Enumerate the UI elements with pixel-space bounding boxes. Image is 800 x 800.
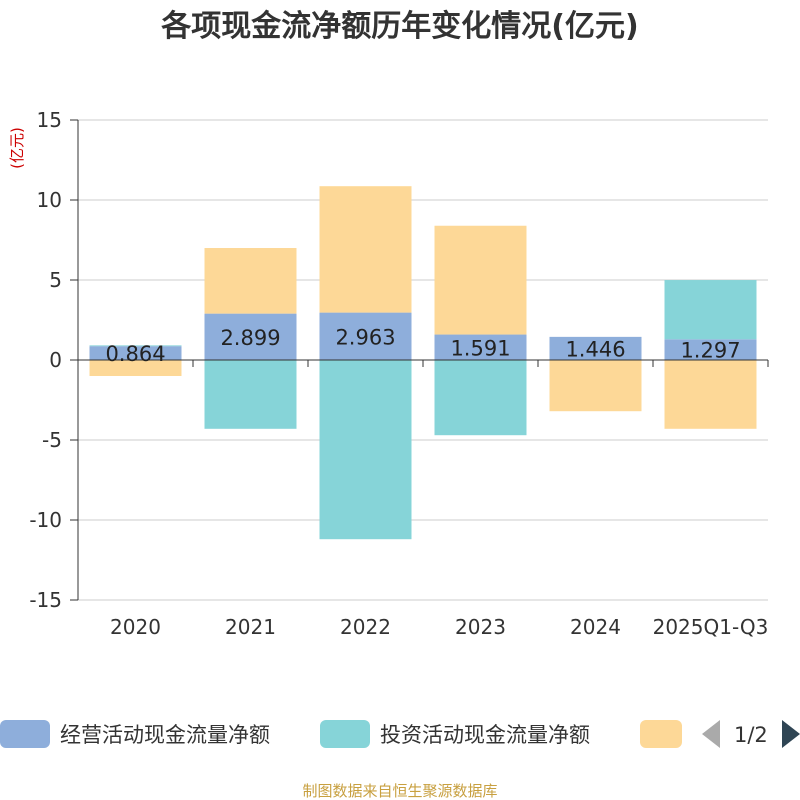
bar-s1-2020[interactable]	[89, 345, 182, 347]
bar-s1-2022[interactable]	[319, 360, 412, 540]
x-tick-label: 2022	[340, 615, 391, 639]
bar-s2-2024[interactable]	[549, 360, 642, 412]
bar-s0-2025Q1-Q3[interactable]	[664, 339, 757, 360]
x-tick-label: 2023	[455, 615, 506, 639]
y-tick-label: 10	[37, 188, 62, 212]
legend-swatch-investing[interactable]	[320, 720, 370, 748]
x-tick-label: 2025Q1-Q3	[653, 615, 769, 639]
data-label-2024: 1.446	[565, 337, 625, 361]
bar-s1-2023[interactable]	[434, 360, 527, 436]
bar-s0-2021[interactable]	[204, 313, 297, 360]
data-label-2020: 0.864	[105, 342, 165, 366]
data-label-2023: 1.591	[450, 336, 510, 360]
bar-s0-2020[interactable]	[89, 346, 182, 360]
legend-label-operating[interactable]: 经营活动现金流量净额	[60, 723, 270, 747]
bar-s2-2020[interactable]	[89, 360, 182, 376]
data-label-2021: 2.899	[220, 326, 280, 350]
bar-s2-2021[interactable]	[204, 248, 297, 314]
bar-s2-2025Q1-Q3[interactable]	[664, 360, 757, 429]
data-label-2022: 2.963	[335, 325, 395, 349]
bar-s2-2022[interactable]	[319, 186, 412, 313]
legend-page-indicator: 1/2	[734, 723, 768, 747]
source-note: 制图数据来自恒生聚源数据库	[302, 782, 497, 800]
legend-prev-arrow-icon[interactable]	[702, 720, 720, 748]
y-tick-label: 15	[37, 108, 62, 132]
y-tick-label: -15	[29, 588, 62, 612]
y-tick-label: 0	[49, 348, 62, 372]
bar-s0-2024[interactable]	[549, 336, 642, 360]
data-labels: 0.864 2.899 2.963 1.591 1.446 1.297	[105, 325, 740, 366]
chart-title: 各项现金流净额历年变化情况(亿元)	[160, 9, 638, 44]
bar-s1-2021[interactable]	[204, 360, 297, 429]
legend: 经营活动现金流量净额 投资活动现金流量净额 1/2	[0, 720, 800, 748]
x-tick-label: 2021	[225, 615, 276, 639]
y-tick-label: -5	[42, 428, 62, 452]
axes	[77, 120, 769, 600]
legend-label-investing[interactable]: 投资活动现金流量净额	[380, 723, 590, 747]
bar-s0-2022[interactable]	[319, 312, 412, 360]
legend-swatch-operating[interactable]	[0, 720, 50, 748]
bars	[89, 186, 757, 540]
bar-s0-2023[interactable]	[434, 334, 527, 360]
bar-s2-2023[interactable]	[434, 225, 527, 335]
legend-swatch-third[interactable]	[640, 720, 682, 748]
y-axis-ticks: 15 10 5 0 -5 -10 -15	[29, 108, 78, 612]
y-tick-label: 5	[49, 268, 62, 292]
y-tick-label: -10	[29, 508, 62, 532]
data-label-2025Q1-Q3: 1.297	[680, 339, 740, 363]
y-unit-label: (亿元)	[8, 127, 26, 169]
x-tick-label: 2024	[570, 615, 621, 639]
x-axis-ticks: 2020 2021 2022 2023 2024 2025Q1-Q3	[110, 615, 768, 639]
bar-s1-2025Q1-Q3[interactable]	[664, 280, 757, 340]
x-tick-label: 2020	[110, 615, 161, 639]
legend-next-arrow-icon[interactable]	[782, 720, 800, 748]
